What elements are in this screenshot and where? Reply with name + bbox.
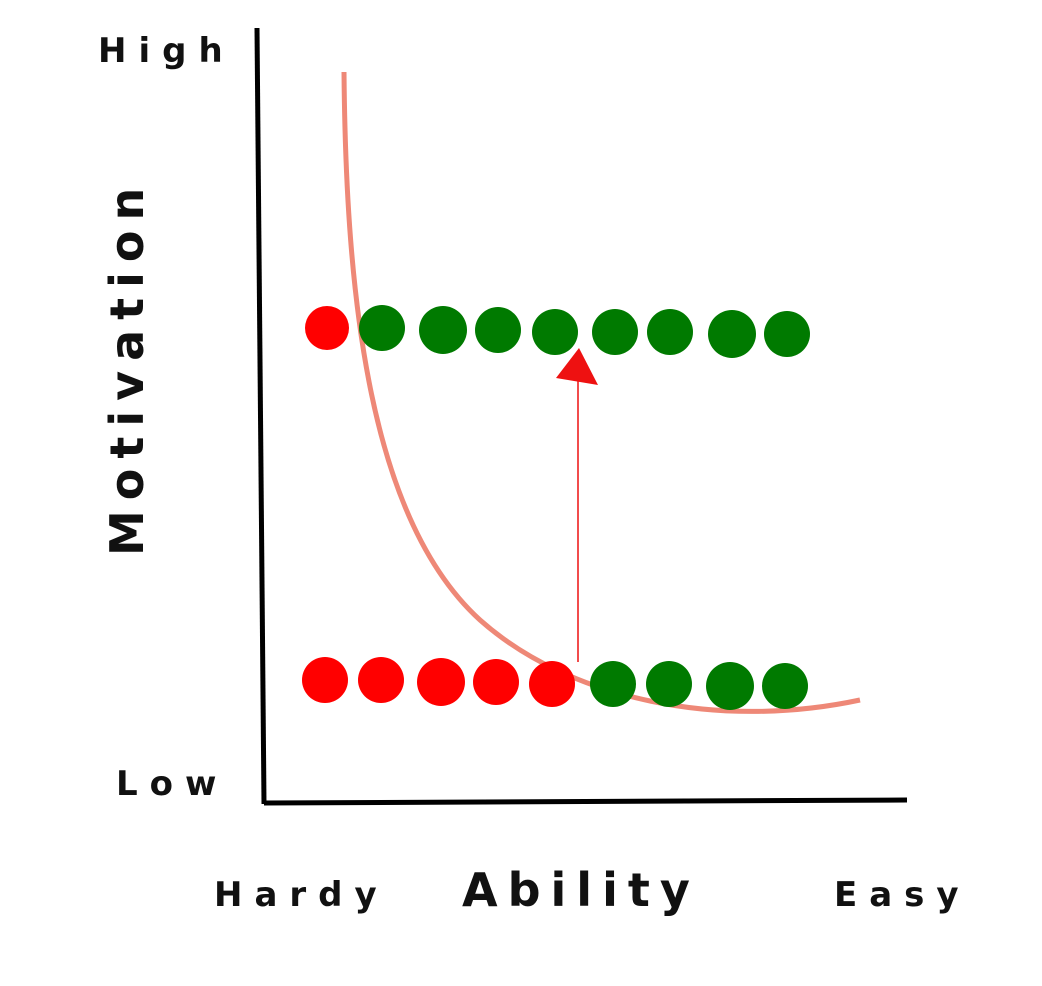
action-line-curve — [341, 71, 861, 714]
top-row-dot-red — [305, 306, 349, 350]
top-row-dot-green — [592, 309, 638, 355]
bottom-row-dot-red — [529, 661, 575, 707]
y-high-label: High — [98, 31, 235, 71]
top-row-dot-green — [764, 311, 810, 357]
x-axis-title: Ability — [462, 863, 700, 917]
top-row-dot-green — [359, 305, 405, 351]
bottom-row-dot-green — [762, 663, 808, 709]
top-row-dot-green — [647, 309, 693, 355]
x-axis-line — [263, 797, 908, 806]
top-row-dot-green — [708, 310, 756, 358]
top-row-dot-green — [475, 307, 521, 353]
top-row-dot-green — [419, 306, 467, 354]
bottom-row-dot-red — [358, 657, 404, 703]
top-row-dot-green — [532, 309, 578, 355]
y-axis-line — [254, 27, 267, 805]
bottom-row-dot-red — [302, 657, 348, 703]
top-dot-row — [305, 305, 810, 358]
arrow-head — [556, 348, 598, 385]
y-low-label: Low — [116, 764, 228, 804]
bottom-row-dot-red — [417, 658, 465, 706]
x-hard-label: Hardy — [214, 875, 389, 915]
bottom-row-dot-green — [590, 661, 636, 707]
bottom-dot-row — [302, 657, 808, 710]
bottom-row-dot-red — [473, 659, 519, 705]
bottom-row-dot-green — [646, 661, 692, 707]
y-axis-title: Motivation — [100, 178, 154, 556]
x-easy-label: Easy — [834, 875, 971, 915]
bottom-row-dot-green — [706, 662, 754, 710]
